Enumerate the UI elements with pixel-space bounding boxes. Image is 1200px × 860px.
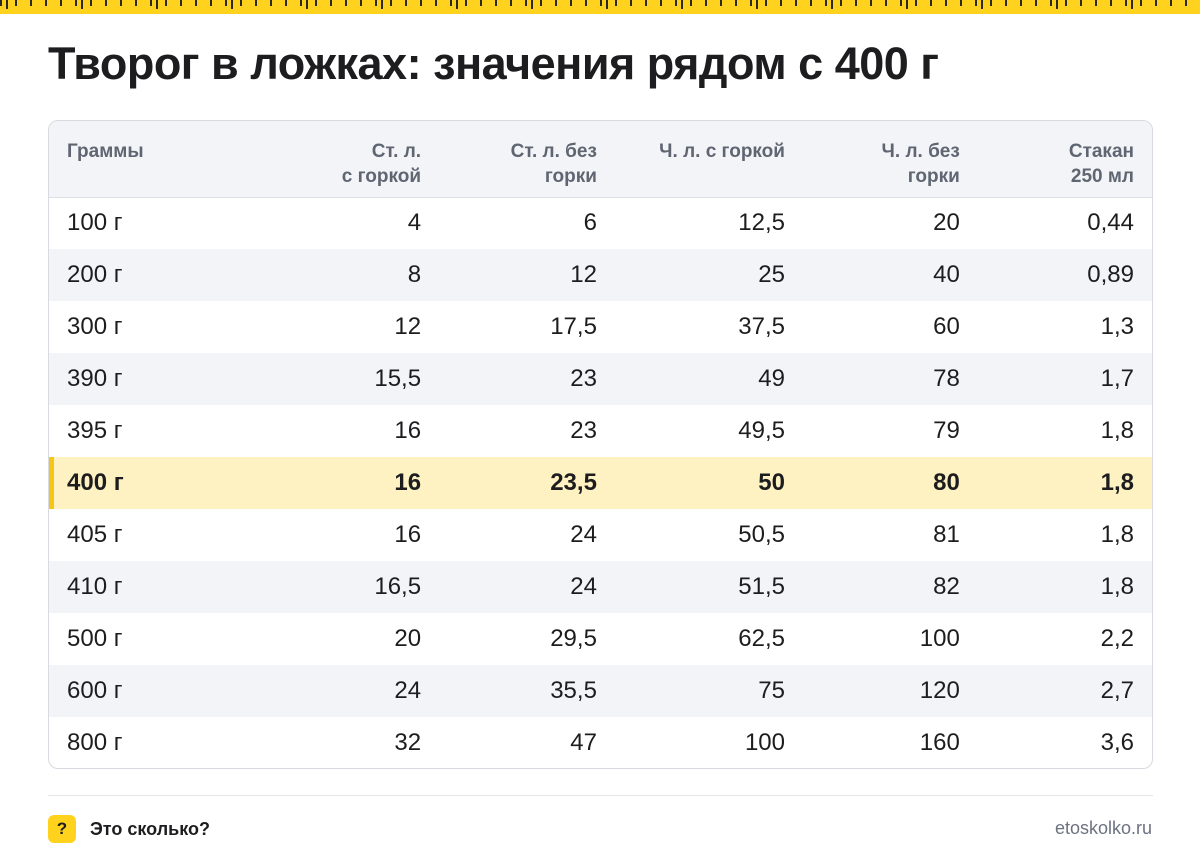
site-url[interactable]: etoskolko.ru bbox=[1054, 818, 1152, 838]
cell-tsp-level: 160 bbox=[919, 729, 960, 756]
cell-tsp-heaped: 50,5 bbox=[738, 521, 785, 548]
cell-tbsp-heaped: 16 bbox=[394, 469, 422, 496]
table-row: 100 г 4 6 12,5 20 0,44 bbox=[49, 197, 1152, 249]
table-row: 500 г 20 29,5 62,5 100 2,2 bbox=[49, 613, 1152, 665]
cell-cup: 2,7 bbox=[1100, 677, 1134, 704]
cell-tbsp-heaped: 16,5 bbox=[374, 573, 422, 600]
cell-tsp-heaped: 12,5 bbox=[738, 209, 785, 237]
cell-tsp-level: 78 bbox=[933, 365, 960, 392]
cell-grams: 410 г bbox=[67, 573, 123, 600]
cell-cup: 1,3 bbox=[1100, 313, 1134, 340]
cell-tbsp-level: 24 bbox=[570, 573, 597, 600]
table-row: 410 г 16,5 24 51,5 82 1,8 bbox=[49, 561, 1152, 613]
table-row: 300 г 12 17,5 37,5 60 1,3 bbox=[49, 301, 1152, 353]
header-grams: Граммы bbox=[49, 121, 303, 198]
cell-tsp-level: 40 bbox=[933, 261, 960, 288]
cell-tbsp-level: 23,5 bbox=[550, 469, 597, 496]
header-cup: Стакан 250 мл bbox=[959, 121, 1152, 198]
cell-tbsp-level: 6 bbox=[583, 209, 597, 237]
cell-cup: 1,7 bbox=[1100, 365, 1134, 392]
cell-tsp-level: 60 bbox=[933, 313, 960, 340]
cell-tsp-heaped: 49,5 bbox=[738, 417, 785, 444]
cell-cup: 1,8 bbox=[1100, 417, 1134, 444]
cell-grams: 200 г bbox=[67, 261, 123, 288]
cell-tsp-heaped: 62,5 bbox=[738, 625, 785, 652]
cell-tbsp-level: 29,5 bbox=[550, 625, 597, 652]
table-row: 405 г 16 24 50,5 81 1,8 bbox=[49, 509, 1152, 561]
cell-cup: 0,89 bbox=[1087, 261, 1134, 288]
cell-tsp-level: 100 bbox=[919, 625, 960, 652]
cell-tbsp-heaped: 16 bbox=[394, 521, 422, 548]
cell-tsp-heaped: 51,5 bbox=[738, 573, 785, 600]
cell-tbsp-level: 35,5 bbox=[550, 677, 597, 704]
cell-cup: 3,6 bbox=[1100, 729, 1134, 756]
cell-tsp-level: 120 bbox=[919, 677, 960, 704]
question-icon: ? bbox=[48, 815, 76, 843]
cell-tbsp-heaped: 15,5 bbox=[374, 365, 422, 392]
cell-grams: 600 г bbox=[67, 677, 123, 704]
cell-grams: 500 г bbox=[67, 625, 123, 652]
cell-tbsp-level: 24 bbox=[570, 521, 597, 548]
cell-tbsp-level: 23 bbox=[570, 365, 597, 392]
cell-tsp-heaped: 25 bbox=[758, 261, 785, 288]
cell-tbsp-level: 23 bbox=[570, 417, 597, 444]
cell-tbsp-heaped: 12 bbox=[394, 313, 422, 340]
ruler-strip bbox=[0, 0, 1200, 14]
cell-tsp-heaped: 100 bbox=[744, 729, 785, 756]
header-tbsp-heaped: Ст. л. с горкой bbox=[302, 121, 422, 198]
header-tsp-level: Ч. л. без горки bbox=[784, 121, 960, 198]
table-row: 200 г 8 12 25 40 0,89 bbox=[49, 249, 1152, 301]
cell-tsp-level: 82 bbox=[933, 573, 960, 600]
cell-grams: 390 г bbox=[67, 365, 123, 392]
cell-tbsp-level: 12 bbox=[570, 261, 597, 288]
cell-tsp-level: 80 bbox=[933, 469, 960, 496]
cell-tbsp-heaped: 24 bbox=[394, 677, 422, 704]
cell-tbsp-heaped: 8 bbox=[407, 261, 422, 288]
cell-cup: 1,8 bbox=[1100, 521, 1134, 548]
cell-cup: 2,2 bbox=[1100, 625, 1134, 652]
cell-tsp-level: 81 bbox=[933, 521, 960, 548]
cell-tbsp-level: 17,5 bbox=[550, 313, 597, 340]
page-title: Творог в ложках: значения рядом с 400 г bbox=[48, 38, 939, 89]
cell-cup: 1,8 bbox=[1100, 469, 1134, 496]
cell-tbsp-heaped: 20 bbox=[394, 625, 422, 652]
conversion-table: Граммы Ст. л. с горкой Ст. л. без горки … bbox=[48, 120, 1153, 769]
cell-tbsp-heaped: 4 bbox=[407, 209, 422, 237]
cell-tsp-heaped: 50 bbox=[758, 469, 785, 496]
cell-tsp-heaped: 49 bbox=[758, 365, 785, 392]
cell-tbsp-heaped: 16 bbox=[394, 417, 422, 444]
cell-grams: 395 г bbox=[67, 417, 123, 444]
cell-grams: 800 г bbox=[67, 729, 123, 756]
table-row: 390 г 15,5 23 49 78 1,7 bbox=[49, 353, 1152, 405]
cell-tsp-heaped: 37,5 bbox=[738, 313, 785, 340]
footer-divider bbox=[48, 795, 1153, 796]
cell-cup: 0,44 bbox=[1087, 209, 1134, 237]
table-body: 100 г 4 6 12,5 20 0,44 200 г 8 12 25 40 0,89 300 г 12… bbox=[49, 197, 1152, 768]
footer-brand: ? Это сколько? bbox=[48, 815, 210, 843]
cell-grams: 400 г bbox=[49, 457, 302, 509]
cell-tsp-level: 79 bbox=[933, 417, 960, 444]
cell-tbsp-level: 47 bbox=[570, 729, 597, 756]
cell-grams: 405 г bbox=[67, 521, 123, 548]
cell-tsp-level: 20 bbox=[933, 209, 960, 237]
cell-cup: 1,8 bbox=[1100, 573, 1134, 600]
brand-name: Это сколько? bbox=[90, 818, 210, 839]
table-row-highlighted: 400 г 16 23,5 50 80 1,8 bbox=[49, 457, 1152, 509]
table-header-row: Граммы Ст. л. с горкой Ст. л. без горки … bbox=[49, 121, 1152, 198]
cell-grams: 100 г bbox=[67, 209, 123, 237]
table-row: 800 г 32 47 100 160 3,6 bbox=[49, 717, 1152, 768]
table-row: 600 г 24 35,5 75 120 2,7 bbox=[49, 665, 1152, 717]
cell-grams: 300 г bbox=[67, 313, 123, 340]
header-tsp-heaped: Ч. л. с горкой bbox=[596, 121, 785, 198]
header-tbsp-level: Ст. л. без горки bbox=[421, 121, 597, 198]
table-row: 395 г 16 23 49,5 79 1,8 bbox=[49, 405, 1152, 457]
cell-tsp-heaped: 75 bbox=[758, 677, 785, 704]
cell-tbsp-heaped: 32 bbox=[394, 729, 422, 756]
